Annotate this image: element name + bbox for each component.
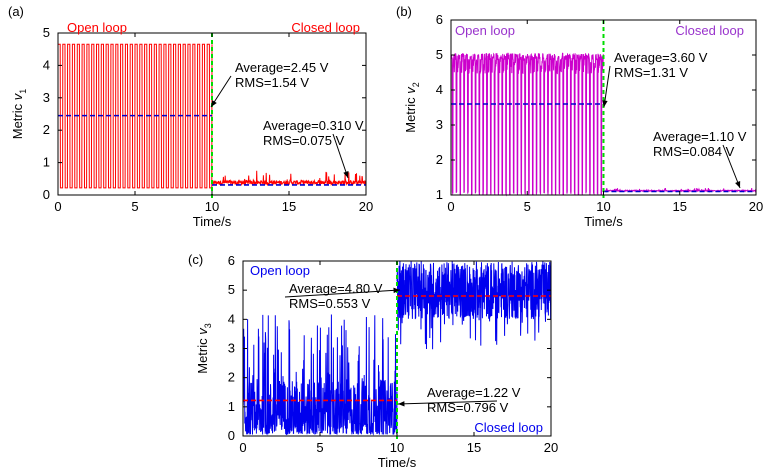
panel-label: (c) <box>188 252 203 267</box>
y-axis-label-sub: 3 <box>203 323 213 328</box>
y-tick-label: 6 <box>228 253 235 268</box>
panel-label: (b) <box>396 4 412 19</box>
closed-loop-label: Closed loop <box>474 420 543 435</box>
annotation-arrowhead <box>343 171 349 178</box>
x-tick-label: 20 <box>359 199 373 214</box>
y-tick-label: 2 <box>436 152 443 167</box>
x-tick-label: 5 <box>524 199 531 214</box>
y-axis-label-base: Metric <box>10 100 25 139</box>
annotation-arrow <box>603 65 611 108</box>
y-tick-label: 3 <box>43 90 50 105</box>
y-tick-label: 4 <box>228 311 235 326</box>
x-tick-label: 15 <box>467 440 481 455</box>
closed-loop-signal <box>396 260 552 350</box>
annotation-average: Average=2.45 V <box>235 60 329 75</box>
annotation-background <box>261 118 361 150</box>
annotation-average: Average=1.22 V <box>427 385 521 400</box>
y-axis-label: Metric v3 <box>195 323 213 374</box>
annotation-arrow <box>722 144 741 189</box>
panel-label: (a) <box>8 4 24 19</box>
annotation-average: Average=1.10 V <box>653 129 747 144</box>
y-tick-label: 4 <box>43 57 50 72</box>
y-tick-label: 3 <box>228 341 235 356</box>
y-axis-label: Metric v1 <box>10 89 28 140</box>
annotation-arrow <box>397 400 498 405</box>
annotation-arrow <box>284 289 401 298</box>
annotation-background <box>651 129 751 161</box>
open-loop-signal <box>242 314 398 436</box>
y-axis-label-var: v <box>403 86 418 94</box>
x-tick-label: 15 <box>673 199 687 214</box>
x-axis-label: Time/s <box>584 214 623 229</box>
annotation-average: Average=0.310 V <box>263 118 364 133</box>
y-tick-label: 5 <box>43 25 50 40</box>
y-axis-label-var: v <box>10 92 25 100</box>
y-tick-label: 2 <box>43 122 50 137</box>
x-tick-label: 20 <box>544 440 558 455</box>
y-tick-label: 6 <box>436 12 443 27</box>
annotation-arrowhead <box>211 100 217 107</box>
closed-loop-signal <box>211 170 367 187</box>
annotation-background <box>612 50 712 82</box>
open-loop-label: Open loop <box>67 20 127 35</box>
annotation-rms: RMS=0.084 V <box>653 144 735 159</box>
annotation-rms: RMS=0.553 V <box>289 296 371 311</box>
x-tick-label: 15 <box>282 199 296 214</box>
annotation-background <box>287 281 387 313</box>
annotation-rms: RMS=0.796 V <box>427 400 509 415</box>
y-tick-label: 5 <box>436 47 443 62</box>
x-axis-label: Time/s <box>378 455 417 470</box>
closed-loop-label: Closed loop <box>291 20 360 35</box>
x-tick-label: 20 <box>749 199 763 214</box>
x-tick-label: 0 <box>447 199 454 214</box>
y-axis-label-base: Metric <box>195 335 210 374</box>
y-tick-label: 0 <box>228 428 235 443</box>
annotation-background <box>425 385 525 417</box>
y-tick-label: 5 <box>228 282 235 297</box>
open-loop-signal <box>450 52 604 197</box>
open-loop-label: Open loop <box>455 23 515 38</box>
y-tick-label: 1 <box>43 155 50 170</box>
y-tick-label: 4 <box>436 82 443 97</box>
annotation-rms: RMS=1.31 V <box>614 65 688 80</box>
annotation-background <box>233 60 333 92</box>
x-tick-label: 10 <box>596 199 610 214</box>
open-loop-signal <box>58 43 213 189</box>
y-tick-label: 1 <box>228 399 235 414</box>
y-tick-label: 0 <box>43 187 50 202</box>
y-axis-label-sub: 2 <box>411 82 421 87</box>
annotation-rms: RMS=1.54 V <box>235 75 309 90</box>
y-axis-label-base: Metric <box>403 94 418 133</box>
open-loop-label: Open loop <box>250 263 310 278</box>
x-tick-label: 0 <box>239 440 246 455</box>
annotation-arrow <box>332 133 349 179</box>
y-tick-label: 2 <box>228 370 235 385</box>
y-axis-label-sub: 1 <box>18 89 28 94</box>
y-tick-label: 1 <box>436 187 443 202</box>
y-tick-label: 3 <box>436 117 443 132</box>
x-tick-label: 5 <box>131 199 138 214</box>
annotation-rms: RMS=0.075 V <box>263 133 345 148</box>
annotation-arrowhead <box>398 401 405 407</box>
y-axis-label: Metric v2 <box>403 82 421 133</box>
x-axis-label: Time/s <box>193 214 232 229</box>
annotation-arrowhead <box>602 100 608 107</box>
annotation-arrowhead <box>393 287 400 294</box>
y-axis-label-var: v <box>195 327 210 335</box>
x-tick-label: 0 <box>54 199 61 214</box>
closed-loop-label: Closed loop <box>675 23 744 38</box>
annotation-arrowhead <box>735 181 741 188</box>
x-tick-label: 10 <box>205 199 219 214</box>
x-tick-label: 5 <box>316 440 323 455</box>
x-tick-label: 10 <box>390 440 404 455</box>
annotation-average: Average=3.60 V <box>614 50 708 65</box>
